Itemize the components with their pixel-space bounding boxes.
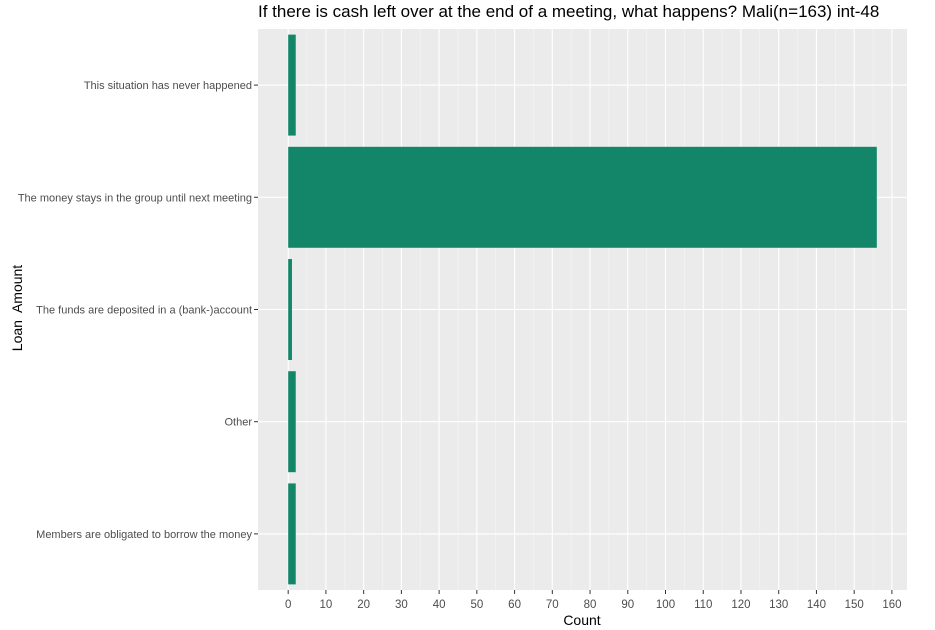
x-tick-label: 40 [433,599,446,611]
bars [288,34,877,585]
x-tick-label: 80 [584,599,597,611]
y-tick-label: Other [224,417,252,429]
y-tick-label: The money stays in the group until next … [18,192,252,204]
x-tick-label: 100 [656,599,675,611]
y-axis-title: Loan Amount [9,265,25,352]
bar [288,146,877,248]
x-tick-label: 90 [621,599,634,611]
x-tick-label: 10 [320,599,333,611]
bar [288,259,292,360]
x-tick-label: 70 [546,599,559,611]
y-axis: This situation has never happened The mon… [18,80,258,541]
y-tick-label: The funds are deposited in a (bank-)acco… [36,305,252,317]
x-tick-label: 120 [731,599,750,611]
y-tick-label: This situation has never happened [84,80,252,92]
y-tick-label: Members are obligated to borrow the mone… [36,529,252,541]
x-tick-label: 140 [807,599,826,611]
x-tick-label: 20 [357,599,370,611]
x-axis: 0 10 20 30 40 50 60 70 80 90 100 110 120 130 140 150 160 [285,590,902,611]
x-tick-label: 130 [769,599,788,611]
x-tick-label: 110 [694,599,712,611]
x-tick-label: 0 [285,599,291,611]
x-tick-label: 50 [470,599,483,611]
x-tick-label: 60 [508,599,521,611]
chart-title: If there is cash left over at the end of… [258,2,879,21]
bar [288,34,296,136]
x-axis-title: Count [563,612,600,628]
x-tick-label: 150 [845,599,864,611]
bar [288,483,296,585]
bar [288,371,296,473]
x-tick-label: 30 [395,599,408,611]
x-tick-label: 160 [882,599,901,611]
